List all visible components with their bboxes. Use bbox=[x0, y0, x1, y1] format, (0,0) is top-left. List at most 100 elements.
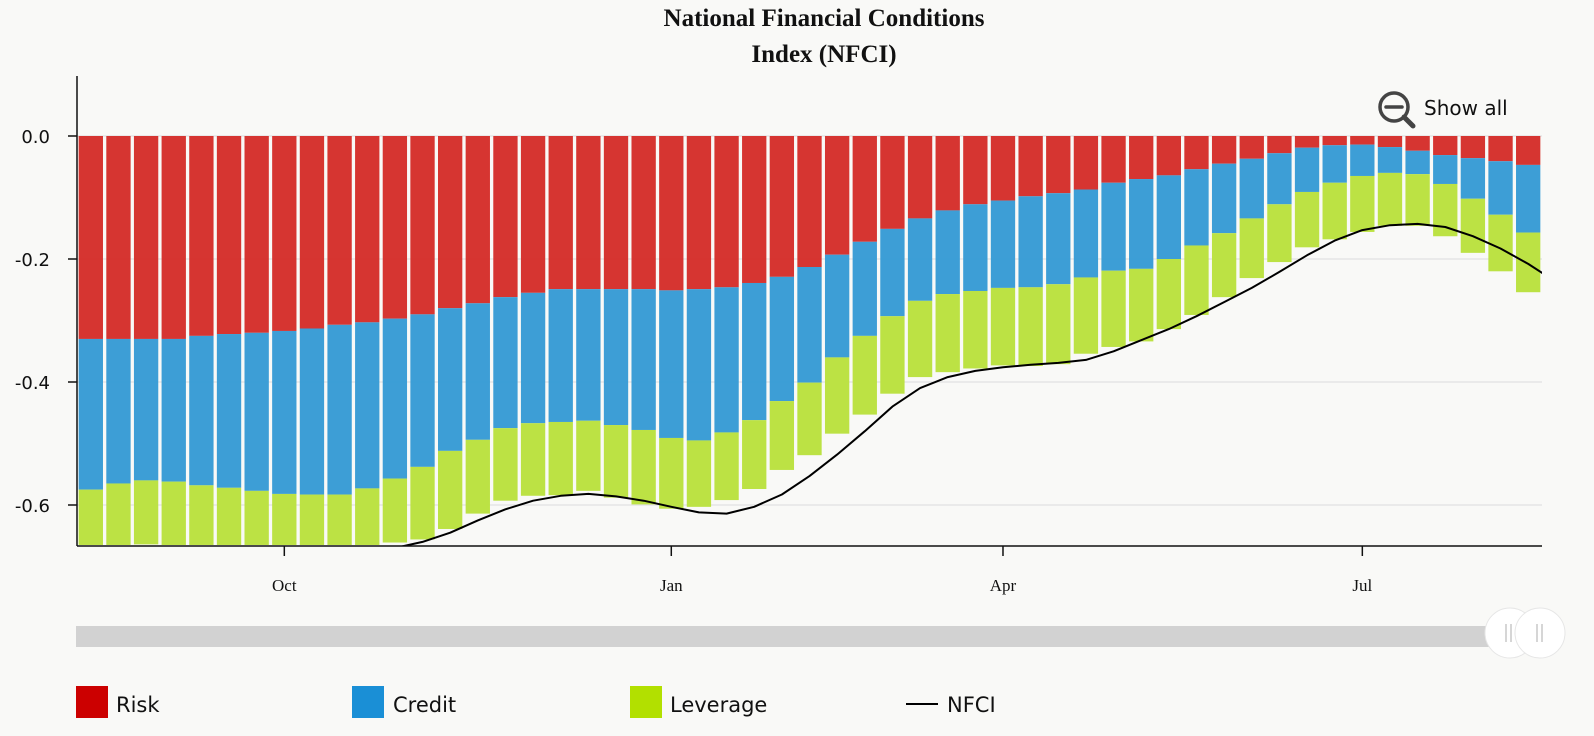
bar-leverage[interactable] bbox=[106, 483, 131, 545]
bar-credit[interactable] bbox=[797, 266, 822, 383]
bar-leverage[interactable] bbox=[1267, 204, 1292, 263]
bar-risk[interactable] bbox=[1101, 136, 1126, 183]
bar-risk[interactable] bbox=[299, 136, 325, 329]
bar-credit[interactable] bbox=[1211, 163, 1237, 234]
bar-credit[interactable] bbox=[244, 332, 269, 491]
bar-risk[interactable] bbox=[576, 136, 601, 290]
bar-risk[interactable] bbox=[990, 136, 1016, 201]
bar-leverage[interactable] bbox=[1184, 245, 1209, 315]
bar-risk[interactable] bbox=[133, 136, 159, 339]
legend-item-nfci[interactable]: NFCI bbox=[906, 693, 996, 717]
bar-credit[interactable] bbox=[1101, 182, 1126, 271]
bar-leverage[interactable] bbox=[244, 490, 269, 545]
bar-credit[interactable] bbox=[742, 282, 767, 421]
bar-credit[interactable] bbox=[161, 338, 186, 482]
nfci-line[interactable] bbox=[91, 222, 1584, 616]
bar-leverage[interactable] bbox=[1488, 214, 1513, 272]
bar-risk[interactable] bbox=[1073, 136, 1099, 190]
bar-risk[interactable] bbox=[1239, 136, 1264, 159]
bar-credit[interactable] bbox=[272, 330, 297, 494]
bar-leverage[interactable] bbox=[686, 440, 712, 507]
bar-credit[interactable] bbox=[1322, 145, 1347, 183]
bar-leverage[interactable] bbox=[1350, 175, 1375, 232]
bar-credit[interactable] bbox=[1488, 161, 1513, 215]
bar-leverage[interactable] bbox=[1322, 182, 1347, 240]
bar-risk[interactable] bbox=[1405, 136, 1430, 151]
bar-credit[interactable] bbox=[1267, 153, 1292, 205]
bar-credit[interactable] bbox=[1018, 196, 1043, 288]
bar-risk[interactable] bbox=[852, 136, 877, 242]
bar-leverage[interactable] bbox=[659, 437, 684, 509]
bar-risk[interactable] bbox=[659, 136, 684, 291]
bar-credit[interactable] bbox=[1516, 164, 1541, 233]
bar-credit[interactable] bbox=[907, 218, 933, 301]
bar-risk[interactable] bbox=[1516, 136, 1541, 165]
bar-risk[interactable] bbox=[465, 136, 490, 304]
bar-leverage[interactable] bbox=[1239, 218, 1264, 279]
bar-risk[interactable] bbox=[1322, 136, 1347, 146]
bar-risk[interactable] bbox=[935, 136, 960, 211]
bar-leverage[interactable] bbox=[1018, 287, 1043, 367]
bar-leverage[interactable] bbox=[852, 335, 877, 415]
bar-risk[interactable] bbox=[189, 136, 214, 336]
bar-leverage[interactable] bbox=[1129, 268, 1154, 342]
bar-leverage[interactable] bbox=[935, 294, 960, 373]
bar-leverage[interactable] bbox=[1433, 183, 1458, 237]
bar-credit[interactable] bbox=[990, 200, 1016, 288]
bar-risk[interactable] bbox=[1046, 136, 1071, 194]
bar-risk[interactable] bbox=[327, 136, 352, 325]
bar-credit[interactable] bbox=[1294, 147, 1320, 192]
bar-leverage[interactable] bbox=[797, 382, 822, 456]
bar-leverage[interactable] bbox=[189, 485, 214, 545]
bar-risk[interactable] bbox=[106, 136, 131, 339]
bar-leverage[interactable] bbox=[714, 432, 739, 501]
bar-leverage[interactable] bbox=[216, 487, 242, 545]
bar-leverage[interactable] bbox=[603, 425, 629, 498]
bar-risk[interactable] bbox=[1294, 136, 1320, 148]
bar-credit[interactable] bbox=[106, 338, 131, 484]
bar-leverage[interactable] bbox=[963, 290, 988, 369]
bar-credit[interactable] bbox=[935, 210, 960, 295]
bar-risk[interactable] bbox=[216, 136, 242, 335]
legend-item-credit[interactable]: Credit bbox=[352, 686, 456, 718]
bar-risk[interactable] bbox=[1350, 136, 1375, 145]
bar-credit[interactable] bbox=[437, 308, 463, 451]
bar-leverage[interactable] bbox=[1377, 172, 1403, 226]
bar-credit[interactable] bbox=[410, 314, 435, 467]
bar-risk[interactable] bbox=[714, 136, 739, 288]
bar-risk[interactable] bbox=[1211, 136, 1237, 164]
bar-risk[interactable] bbox=[1460, 136, 1486, 159]
bar-leverage[interactable] bbox=[1211, 233, 1237, 298]
bar-leverage[interactable] bbox=[161, 481, 186, 545]
bar-credit[interactable] bbox=[880, 228, 905, 317]
bar-risk[interactable] bbox=[437, 136, 463, 309]
bar-credit[interactable] bbox=[631, 289, 656, 430]
bar-risk[interactable] bbox=[686, 136, 712, 290]
bar-risk[interactable] bbox=[493, 136, 518, 298]
bar-credit[interactable] bbox=[824, 254, 850, 358]
bar-leverage[interactable] bbox=[299, 494, 325, 545]
bar-leverage[interactable] bbox=[133, 480, 159, 545]
bar-credit[interactable] bbox=[1129, 179, 1154, 269]
bar-credit[interactable] bbox=[78, 338, 103, 490]
bar-leverage[interactable] bbox=[990, 287, 1016, 366]
bar-leverage[interactable] bbox=[1405, 174, 1430, 226]
bar-leverage[interactable] bbox=[355, 488, 380, 545]
bar-leverage[interactable] bbox=[410, 466, 435, 540]
bar-risk[interactable] bbox=[548, 136, 573, 290]
bar-credit[interactable] bbox=[659, 290, 684, 438]
bar-risk[interactable] bbox=[161, 136, 186, 339]
bar-risk[interactable] bbox=[963, 136, 988, 205]
bar-leverage[interactable] bbox=[631, 429, 656, 505]
bar-credit[interactable] bbox=[1433, 155, 1458, 184]
bar-risk[interactable] bbox=[1488, 136, 1513, 162]
bar-leverage[interactable] bbox=[1516, 232, 1541, 293]
bar-risk[interactable] bbox=[880, 136, 905, 229]
bar-risk[interactable] bbox=[631, 136, 656, 290]
bar-leverage[interactable] bbox=[493, 428, 518, 501]
bar-credit[interactable] bbox=[382, 318, 408, 479]
legend-item-risk[interactable]: Risk bbox=[76, 686, 160, 718]
bar-credit[interactable] bbox=[355, 322, 380, 489]
bar-credit[interactable] bbox=[1405, 150, 1430, 175]
bar-leverage[interactable] bbox=[520, 423, 546, 496]
